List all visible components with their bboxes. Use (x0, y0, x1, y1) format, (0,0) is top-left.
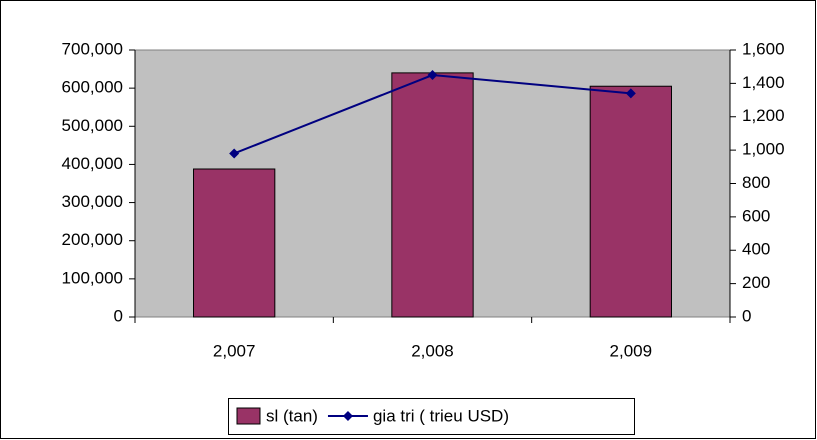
bar (589, 85, 672, 318)
y2-tick-label: 1,200 (742, 106, 785, 125)
y2-tick-label: 1,000 (742, 140, 785, 159)
legend-label: sl (tan) (266, 406, 318, 425)
y2-tick-label: 800 (742, 173, 770, 192)
y2-tick-label: 200 (742, 273, 770, 292)
line-marker (427, 70, 438, 81)
y2-tick-label: 600 (742, 206, 770, 225)
x-tick-label: 2,008 (411, 341, 454, 360)
legend-marker (342, 411, 353, 421)
y2-tick-label: 1,600 (742, 39, 785, 58)
y-tick-label: 0 (114, 306, 123, 325)
y-tick-label: 700,000 (62, 39, 123, 58)
y2-tick-label: 0 (742, 306, 751, 325)
y-tick-label: 500,000 (62, 116, 123, 135)
y-tick-label: 200,000 (62, 230, 123, 249)
y2-tick-label: 400 (742, 240, 770, 259)
bar (193, 168, 276, 318)
y-tick-label: 400,000 (62, 154, 123, 173)
legend-box (228, 398, 635, 435)
x-tick-label: 2,007 (213, 341, 256, 360)
line-marker (229, 148, 240, 159)
x-tick-label: 2,009 (610, 341, 653, 360)
y2-tick-label: 1,400 (742, 73, 785, 92)
y-tick-label: 100,000 (62, 268, 123, 287)
line-marker (625, 88, 636, 99)
legend-swatch (236, 407, 261, 425)
y-tick-label: 300,000 (62, 192, 123, 211)
y-tick-label: 600,000 (62, 78, 123, 97)
bar (391, 72, 474, 318)
legend-label: gia tri ( trieu USD) (373, 406, 509, 425)
